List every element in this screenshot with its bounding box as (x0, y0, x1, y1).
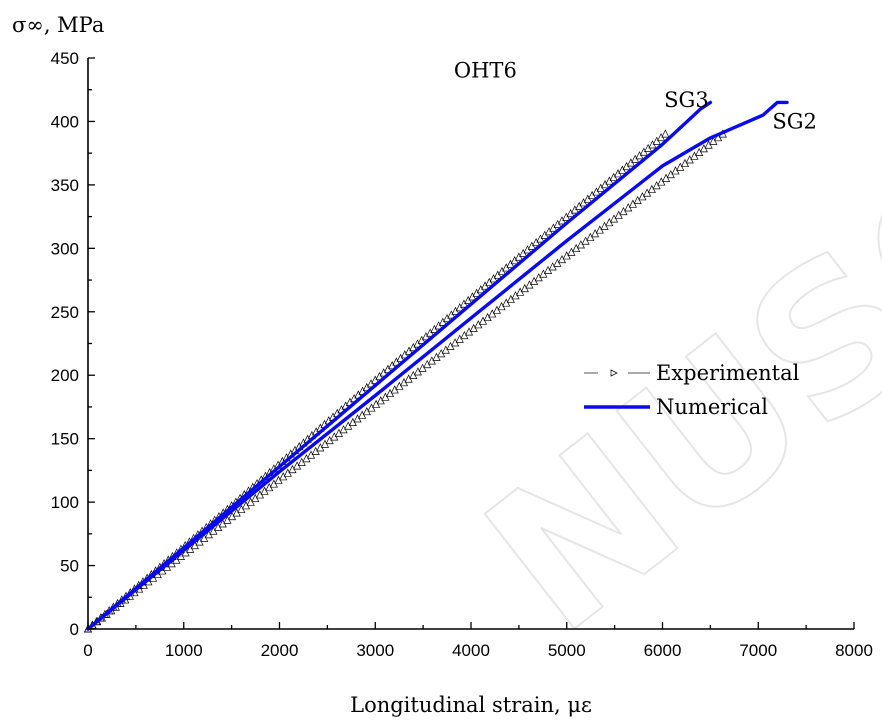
annotation-sg2: SG2 (772, 109, 817, 133)
x-tick-label: 3000 (356, 641, 394, 660)
x-tick-label: 0 (83, 641, 92, 660)
y-tick-label: 450 (51, 49, 79, 68)
y-tick-label: 300 (51, 239, 79, 258)
numerical-series-sg2 (86, 100, 789, 631)
x-axis-label: Longitudinal strain, με (350, 693, 592, 717)
y-tick-label: 250 (51, 303, 79, 322)
annotation-sg3: SG3 (664, 88, 709, 112)
numerical-series-sg3 (86, 100, 713, 631)
x-tick-label: 8000 (835, 641, 873, 660)
x-tick-label: 4000 (452, 641, 490, 660)
axes: 0 1000 2000 3000 4000 5000 6000 7000 8000 0 50 100 1… (51, 49, 873, 660)
legend-numerical-label: Numerical (656, 395, 768, 419)
annotation-oht6: OHT6 (454, 59, 517, 83)
legend: Experimental Numerical (584, 361, 800, 419)
x-tick-label: 2000 (261, 641, 299, 660)
plot-area (83, 100, 789, 633)
y-tick-label: 100 (51, 493, 79, 512)
experimental-series-sg2 (83, 129, 727, 633)
y-tick-label: 400 (51, 112, 79, 131)
y-tick-label: 50 (60, 557, 79, 576)
y-tick-label: 200 (51, 366, 79, 385)
x-tick-label: 1000 (165, 641, 203, 660)
legend-experimental-label: Experimental (656, 361, 800, 385)
x-tick-label: 7000 (739, 641, 777, 660)
y-tick-label: 0 (70, 620, 79, 639)
x-tick-label: 5000 (548, 641, 586, 660)
y-axis-label: σ∞, MPa (12, 13, 104, 37)
legend-experimental-marker (610, 369, 618, 377)
experimental-point (661, 129, 670, 138)
y-tick-label: 150 (51, 430, 79, 449)
x-tick-label: 6000 (644, 641, 682, 660)
y-tick-label: 350 (51, 176, 79, 195)
labels: σ∞, MPa Longitudinal strain, με OHT6 SG3 SG2 (12, 13, 817, 717)
